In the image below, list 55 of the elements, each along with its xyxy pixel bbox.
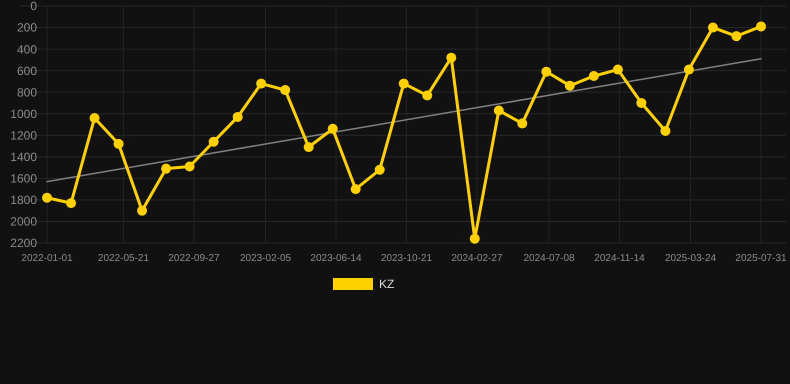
y-tick-label: 1400 [10, 150, 38, 164]
point [756, 21, 766, 32]
point [446, 52, 456, 63]
x-tick-label: 2025-03-24 [664, 253, 717, 264]
point [114, 138, 124, 149]
x-tick-label: 2023-10-21 [380, 253, 432, 264]
point [494, 105, 504, 116]
point [184, 162, 195, 172]
x-tick-label: 2024-02-27 [451, 253, 503, 264]
point [660, 126, 670, 136]
x-tick-label: 2022-09-27 [168, 253, 220, 264]
point [612, 64, 623, 75]
point [708, 22, 718, 33]
point [232, 112, 243, 122]
point [137, 206, 148, 216]
point [731, 31, 742, 42]
y-tick-label: 2200 [10, 236, 38, 250]
y-tick-label: 1000 [10, 106, 38, 121]
y-tick-label: 1600 [10, 172, 38, 186]
point [161, 164, 172, 174]
legend-label: KZ [379, 277, 394, 292]
point [280, 85, 290, 96]
y-tick-label: 2000 [10, 214, 38, 229]
point [422, 90, 432, 100]
point [42, 192, 52, 203]
x-tick-label: 2022-05-21 [98, 253, 150, 264]
x-tick-label: 2023-06-14 [310, 253, 362, 264]
point [564, 80, 575, 91]
x-tick-label: 2025-07-31 [735, 253, 788, 264]
point [374, 164, 385, 175]
point [636, 98, 646, 108]
y-tick-label: 1200 [10, 128, 38, 142]
point [470, 234, 480, 244]
y-tick-label: 200 [16, 20, 38, 35]
y-tick-label: 600 [16, 64, 38, 78]
point [66, 198, 76, 208]
x-tick-label: 2024-11-14 [594, 253, 646, 264]
point [588, 71, 599, 82]
y-tick-label: 0 [30, 0, 38, 14]
point [90, 113, 100, 124]
point [304, 142, 314, 152]
y-tick-label: 800 [16, 85, 38, 100]
point [256, 78, 266, 89]
x-tick-label: 2023-02-05 [240, 253, 292, 264]
point [517, 118, 528, 128]
y-tick-label: 400 [16, 42, 38, 56]
point [541, 66, 552, 77]
point [328, 124, 338, 134]
point [684, 64, 694, 75]
point [208, 136, 219, 147]
x-tick-label: 2022-01-01 [21, 253, 74, 264]
point [350, 184, 361, 194]
x-tick-label: 2024-07-08 [523, 253, 576, 264]
y-tick-label: 1800 [10, 193, 38, 208]
point [398, 78, 409, 89]
